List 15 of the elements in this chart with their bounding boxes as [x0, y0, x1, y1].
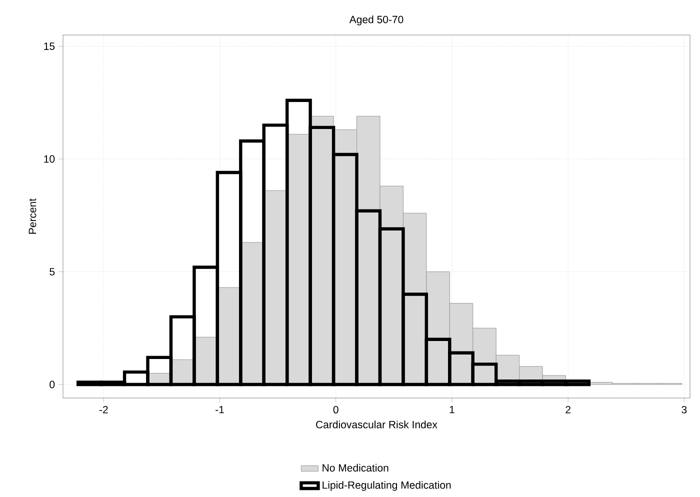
x-tick-label: 3 — [682, 406, 687, 414]
y-tick-label: 5 — [50, 268, 55, 276]
y-axis-title: Percent — [28, 198, 36, 234]
chart-title: Aged 50-70 — [349, 16, 404, 26]
y-tick-label: 15 — [44, 42, 55, 50]
legend-label: Lipid-Regulating Medication — [322, 481, 451, 491]
x-tick-label: 1 — [450, 406, 454, 414]
x-tick-label: -1 — [216, 406, 224, 414]
x-axis-title: Cardiovascular Risk Index — [316, 420, 438, 428]
x-tick-label: 2 — [566, 406, 570, 414]
y-tick-label: 0 — [50, 380, 55, 388]
x-tick-label: 0 — [333, 406, 338, 414]
y-tick-label: 10 — [44, 155, 55, 163]
x-tick-label: -2 — [99, 406, 108, 414]
legend-label: No Medication — [322, 464, 388, 472]
